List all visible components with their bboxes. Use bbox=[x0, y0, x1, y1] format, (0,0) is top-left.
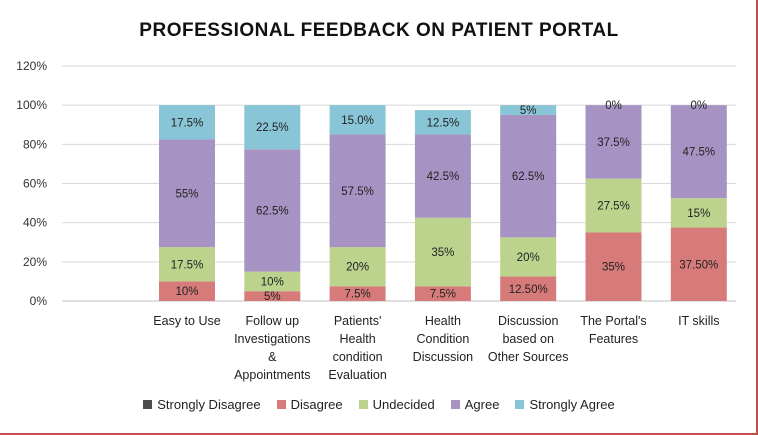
data-label: 20% bbox=[346, 262, 369, 274]
bar-segment-agree bbox=[500, 114, 557, 238]
legend-item: Strongly Agree bbox=[515, 397, 615, 412]
data-label: 5% bbox=[264, 291, 281, 303]
bar-segment-disagree bbox=[414, 286, 471, 301]
chart-legend: Strongly Disagree Disagree Undecided Agree S… bbox=[0, 397, 758, 412]
x-tick-label: Evaluation bbox=[328, 368, 386, 382]
data-label: 37.50% bbox=[679, 259, 718, 271]
bar-segment-disagree bbox=[244, 291, 301, 301]
data-label: 37.5% bbox=[597, 137, 630, 149]
bar-segment-disagree bbox=[500, 276, 557, 301]
y-tick-label: 120% bbox=[16, 59, 47, 73]
x-tick-label: based on bbox=[502, 332, 553, 346]
data-label: 17.5% bbox=[171, 117, 204, 129]
legend-label: Agree bbox=[464, 397, 500, 412]
data-label: 0% bbox=[605, 100, 622, 112]
legend-label: Undecided bbox=[372, 397, 435, 412]
data-label: 55% bbox=[175, 188, 198, 200]
bar-segment-agree bbox=[670, 105, 727, 199]
bar-segment-strongly-agree bbox=[244, 105, 301, 150]
bar-segment-undecided bbox=[414, 217, 471, 287]
x-tick-label: Investigations bbox=[234, 332, 310, 346]
y-tick-label: 100% bbox=[16, 98, 47, 112]
legend-item: Strongly Disagree bbox=[143, 397, 261, 412]
bar-segment-disagree bbox=[329, 286, 386, 301]
data-label: 7.5% bbox=[344, 289, 370, 301]
bar-segment-agree bbox=[329, 134, 386, 248]
data-label: 10% bbox=[175, 286, 198, 298]
legend-label: Strongly Agree bbox=[529, 397, 615, 412]
data-label: 0% bbox=[690, 100, 707, 112]
bar-segment-strongly-agree bbox=[414, 110, 471, 135]
data-label: 35% bbox=[431, 247, 454, 259]
x-tick-label: Features bbox=[589, 332, 638, 346]
bar-segment-disagree bbox=[670, 227, 727, 301]
bar-segment-undecided bbox=[670, 198, 727, 228]
y-tick-label: 60% bbox=[23, 177, 47, 191]
data-label: 7.5% bbox=[430, 289, 456, 301]
bar-segment-agree bbox=[585, 105, 642, 179]
x-tick-label: The Portal's bbox=[580, 314, 646, 328]
data-label: 42.5% bbox=[427, 171, 460, 183]
data-label: 5% bbox=[520, 105, 537, 117]
x-tick-label: Easy to Use bbox=[153, 314, 220, 328]
bar-segment-undecided bbox=[500, 237, 557, 277]
legend-swatch bbox=[515, 400, 525, 409]
data-label: 62.5% bbox=[512, 171, 545, 183]
bar-segment-strongly-agree bbox=[159, 105, 215, 140]
data-label: 57.5% bbox=[341, 186, 374, 198]
data-label: 62.5% bbox=[256, 205, 289, 217]
legend-swatch bbox=[276, 400, 286, 409]
legend-label: Strongly Disagree bbox=[157, 397, 261, 412]
y-tick-label: 0% bbox=[30, 294, 48, 308]
bar-segment-disagree bbox=[585, 232, 642, 301]
x-tick-label: Condition bbox=[416, 332, 469, 346]
legend-label: Disagree bbox=[290, 397, 343, 412]
legend-swatch bbox=[450, 400, 460, 409]
x-tick-label: Appointments bbox=[234, 368, 310, 382]
x-tick-label: Other Sources bbox=[488, 350, 569, 364]
data-label: 27.5% bbox=[597, 201, 630, 213]
x-tick-label: Discussion bbox=[413, 350, 473, 364]
data-label: 47.5% bbox=[682, 147, 715, 159]
x-tick-label: condition bbox=[333, 350, 383, 364]
x-tick-label: Health bbox=[425, 314, 461, 328]
legend-item: Agree bbox=[450, 397, 500, 412]
bar-segment-undecided bbox=[159, 247, 215, 282]
x-tick-label: Discussion bbox=[498, 314, 558, 328]
y-tick-label: 80% bbox=[23, 137, 47, 151]
bar-segment-undecided bbox=[244, 271, 301, 292]
data-label: 20% bbox=[517, 252, 540, 264]
bar-segment-undecided bbox=[329, 247, 386, 287]
data-label: 12.50% bbox=[509, 284, 548, 296]
data-label: 15.0% bbox=[341, 115, 374, 127]
legend-item: Undecided bbox=[358, 397, 435, 412]
bar-segment-agree bbox=[244, 149, 301, 272]
x-tick-label: Patients' bbox=[334, 314, 382, 328]
data-label: 12.5% bbox=[427, 117, 460, 129]
chart-title: PROFESSIONAL FEEDBACK ON PATIENT PORTAL bbox=[139, 20, 619, 41]
legend-swatch bbox=[358, 400, 368, 409]
legend-item: Disagree bbox=[276, 397, 343, 412]
data-label: 17.5% bbox=[171, 259, 204, 271]
bar-segment-agree bbox=[414, 134, 471, 218]
bar-segment-undecided bbox=[585, 178, 642, 233]
bar-segment-disagree bbox=[159, 281, 215, 301]
data-label: 22.5% bbox=[256, 122, 289, 134]
data-label: 35% bbox=[602, 262, 625, 274]
y-tick-label: 20% bbox=[23, 255, 47, 269]
legend-swatch bbox=[143, 400, 153, 409]
x-tick-label: Health bbox=[340, 332, 376, 346]
data-label: 10% bbox=[261, 276, 284, 288]
bar-segment-strongly-agree bbox=[329, 105, 386, 135]
x-tick-label: Follow up bbox=[246, 314, 300, 328]
bar-segment-agree bbox=[159, 139, 215, 248]
x-tick-label: IT skills bbox=[678, 314, 719, 328]
y-tick-label: 40% bbox=[23, 216, 47, 230]
data-label: 15% bbox=[687, 208, 710, 220]
x-tick-label: & bbox=[268, 350, 277, 364]
bar-segment-strongly-agree bbox=[500, 105, 557, 115]
